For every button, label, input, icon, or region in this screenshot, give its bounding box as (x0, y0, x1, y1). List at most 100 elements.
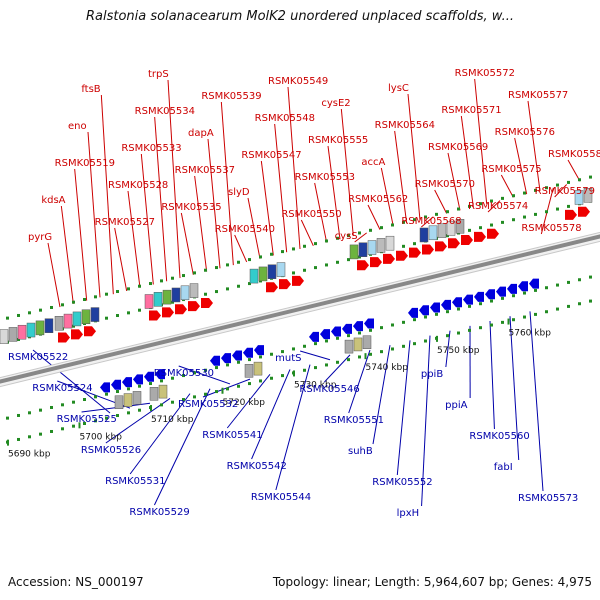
guide-dot (523, 291, 526, 295)
guide-dot (17, 413, 20, 417)
connector-line (421, 216, 434, 228)
guide-dot (457, 307, 460, 311)
guide-dot (556, 183, 559, 187)
guide-dot (248, 382, 251, 386)
reverse-gene-label: RSMK05530 (154, 368, 214, 379)
forward-gene-label: RSMK05555 (308, 135, 368, 146)
guide-dot (468, 204, 471, 208)
reverse-gene-arrow (133, 374, 143, 385)
protein-domain-box (385, 235, 395, 251)
reverse-domain-box (244, 364, 254, 378)
guide-dot (589, 175, 592, 179)
guide-dot (259, 379, 262, 383)
forward-gene-label: RSMK05534 (135, 106, 195, 117)
guide-dot (237, 384, 240, 388)
forward-gene-label: RSMK05549 (268, 76, 328, 87)
connector-line (140, 153, 154, 285)
connector-line (489, 321, 495, 430)
guide-dot (171, 400, 174, 404)
forward-gene-arrow (435, 241, 447, 252)
guide-dot (369, 328, 372, 332)
protein-domain-box (8, 327, 18, 342)
guide-dot (270, 252, 273, 256)
reverse-gene-arrow (353, 321, 363, 332)
backbone-line (0, 234, 600, 384)
guide-dot (61, 303, 64, 307)
guide-dot (490, 323, 493, 327)
guide-dot (83, 398, 86, 401)
connector-line (474, 78, 488, 204)
connector-line (529, 311, 544, 492)
reverse-gene-arrow (485, 289, 495, 300)
guide-dot (534, 188, 537, 192)
guide-dot (336, 360, 339, 364)
guide-dot (512, 318, 515, 322)
guide-dot (380, 226, 383, 230)
forward-gene-label: RSMK05571 (441, 105, 501, 116)
guide-dot (545, 186, 548, 190)
guide-dot (204, 292, 207, 296)
guide-dot (17, 437, 20, 441)
guide-dot (358, 355, 361, 359)
reverse-gene-arrow (243, 347, 253, 358)
guide-dot (490, 299, 493, 303)
tick-label: 5750 kbp (437, 346, 480, 356)
reverse-gene-label: RSMK05551 (324, 415, 384, 426)
forward-gene-label: RSMK05578 (521, 223, 581, 234)
connector-line (207, 138, 221, 269)
guide-dot (116, 390, 119, 394)
guide-dot (237, 284, 240, 288)
reverse-gene-label: ppiA (445, 400, 467, 411)
guide-dot (138, 384, 141, 388)
forward-gene-label: RSMK05539 (201, 91, 261, 102)
protein-domain-box (63, 313, 73, 329)
forward-gene-label: cysE2 (321, 98, 350, 109)
connector-line (394, 130, 408, 224)
guide-dot (479, 202, 482, 206)
guide-dot (193, 271, 196, 275)
guide-dot (303, 368, 306, 372)
guide-dot (468, 304, 471, 308)
guide-dot (127, 311, 130, 315)
forward-gene-label: dapA (188, 128, 214, 139)
guide-dot (424, 215, 427, 219)
guide-dot (578, 178, 581, 182)
gene-features (0, 188, 593, 410)
guide-dot (116, 414, 119, 418)
guide-dot (402, 344, 405, 348)
guide-dot (347, 258, 350, 262)
protein-domain-box (376, 238, 386, 253)
reverse-domain-box (149, 387, 159, 401)
connector-line (154, 116, 168, 282)
guide-dot (457, 331, 460, 335)
protein-domain-box (0, 329, 9, 344)
guide-dot (292, 271, 295, 275)
guide-dot (6, 316, 9, 320)
reverse-gene-label: RSMK05544 (251, 492, 311, 503)
connector-line (372, 345, 391, 445)
guide-dot (391, 223, 394, 227)
connector-line (167, 79, 181, 279)
tick-label: 5710 kbp (151, 415, 194, 425)
guide-dot (567, 180, 570, 184)
guide-dot (281, 250, 284, 254)
forward-gene-label: RSMK05527 (95, 217, 155, 228)
connector-line (314, 182, 328, 243)
reverse-gene-arrow (122, 377, 132, 388)
guide-dot (127, 287, 130, 291)
guide-dot (248, 358, 251, 362)
connector-line (487, 200, 501, 213)
connector-line (87, 131, 101, 298)
connector-line (275, 364, 311, 491)
reverse-gene-arrow (342, 323, 352, 334)
forward-gene-label: RSMK05519 (55, 158, 115, 169)
guide-dot (358, 331, 361, 335)
guide-dot (39, 432, 42, 436)
guide-dot (160, 279, 163, 283)
guide-dot (17, 313, 20, 317)
connector-line (567, 159, 581, 182)
guide-dot (28, 435, 31, 439)
reverse-gene-label: RSMK05524 (32, 383, 92, 394)
protein-domain-box (446, 221, 456, 236)
guide-dot (303, 244, 306, 248)
